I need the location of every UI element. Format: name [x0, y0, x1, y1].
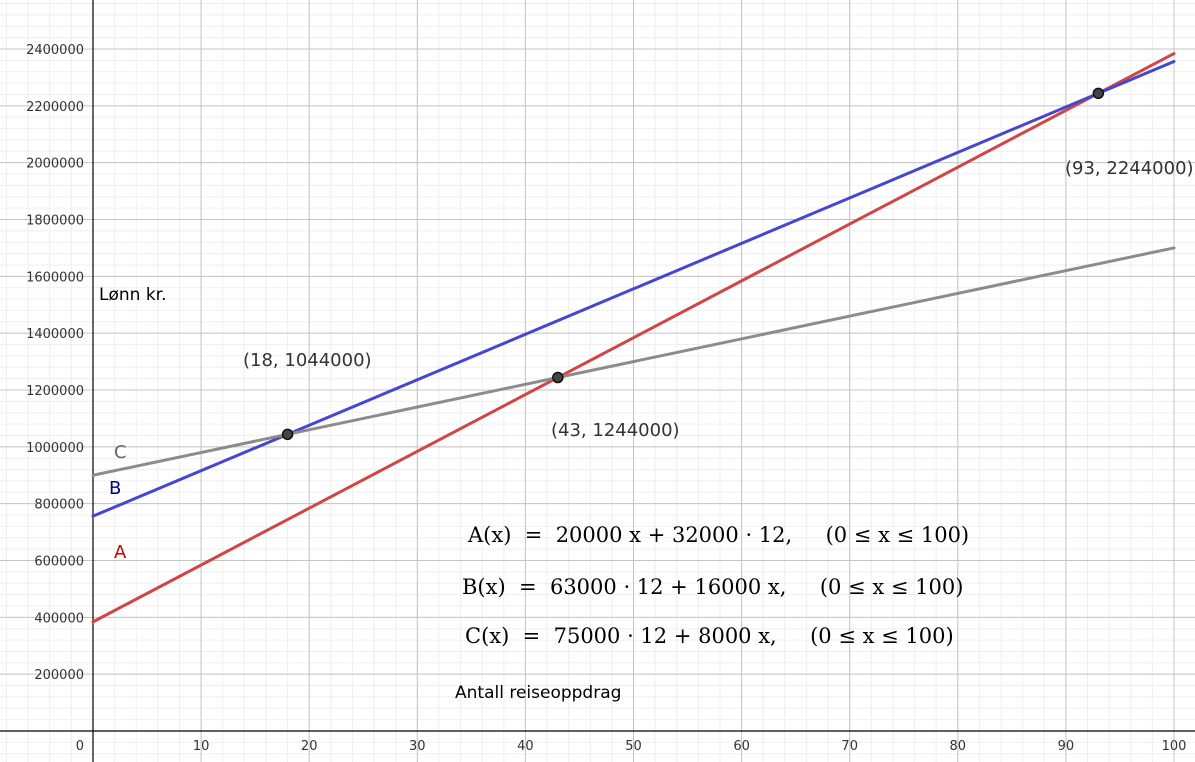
- intersection-point: [281, 428, 294, 441]
- series-line-a: [91, 52, 1176, 624]
- y-tick-label: 600000: [34, 555, 84, 570]
- x-tick-labels: 0 10 20 30 40 50 60 70 80 90 100: [76, 739, 1187, 754]
- y-tick-label: 2000000: [26, 157, 84, 172]
- y-tick-label: 800000: [34, 498, 84, 513]
- equation-b: B(x) = 63000 · 12 + 16000 x, (0 ≤ x ≤ 10…: [462, 575, 963, 599]
- x-tick-label: 70: [841, 739, 858, 754]
- x-axis-label: Antall reiseoppdrag: [455, 683, 621, 703]
- y-tick-label: 200000: [34, 668, 84, 683]
- series-label-b: B: [109, 478, 121, 499]
- x-tick-label: 100: [1162, 739, 1187, 754]
- x-tick-label: 10: [193, 739, 210, 754]
- equation-a: A(x) = 20000 x + 32000 · 12, (0 ≤ x ≤ 10…: [467, 523, 969, 547]
- series-line-b: [91, 60, 1176, 518]
- y-tick-label: 2400000: [26, 43, 84, 58]
- y-tick-label: 1000000: [26, 441, 84, 456]
- point-label-2: (43, 1244000): [551, 420, 680, 441]
- series-line-c: [91, 246, 1176, 477]
- intersection-points: [281, 87, 1105, 441]
- x-tick-label: 90: [1058, 739, 1075, 754]
- x-tick-label: 30: [409, 739, 426, 754]
- intersection-point: [552, 371, 564, 384]
- x-tick-label: 40: [517, 739, 534, 754]
- y-tick-label: 1200000: [26, 384, 84, 399]
- y-axis-label: Lønn kr.: [99, 285, 167, 305]
- series-label-a: A: [114, 542, 127, 563]
- y-tick-label: 1400000: [26, 327, 84, 342]
- intersection-point: [1092, 87, 1105, 100]
- series-lines: [91, 52, 1176, 624]
- y-tick-label: 2200000: [26, 100, 84, 115]
- y-tick-labels: 200000 400000 600000 800000 1000000 1200000 14…: [26, 43, 84, 683]
- x-tick-label: 20: [301, 739, 318, 754]
- x-tick-label: 50: [625, 739, 642, 754]
- series-label-c: C: [114, 442, 127, 463]
- x-tick-label: 0: [76, 739, 84, 754]
- equation-c: C(x) = 75000 · 12 + 8000 x, (0 ≤ x ≤ 100…: [465, 624, 954, 648]
- x-tick-label: 60: [733, 739, 750, 754]
- point-label-1: (18, 1044000): [243, 350, 372, 371]
- y-tick-label: 1800000: [26, 214, 84, 229]
- y-tick-label: 1600000: [26, 270, 84, 285]
- x-tick-label: 80: [950, 739, 967, 754]
- point-label-3: (93, 2244000): [1065, 158, 1194, 179]
- y-tick-label: 400000: [34, 611, 84, 626]
